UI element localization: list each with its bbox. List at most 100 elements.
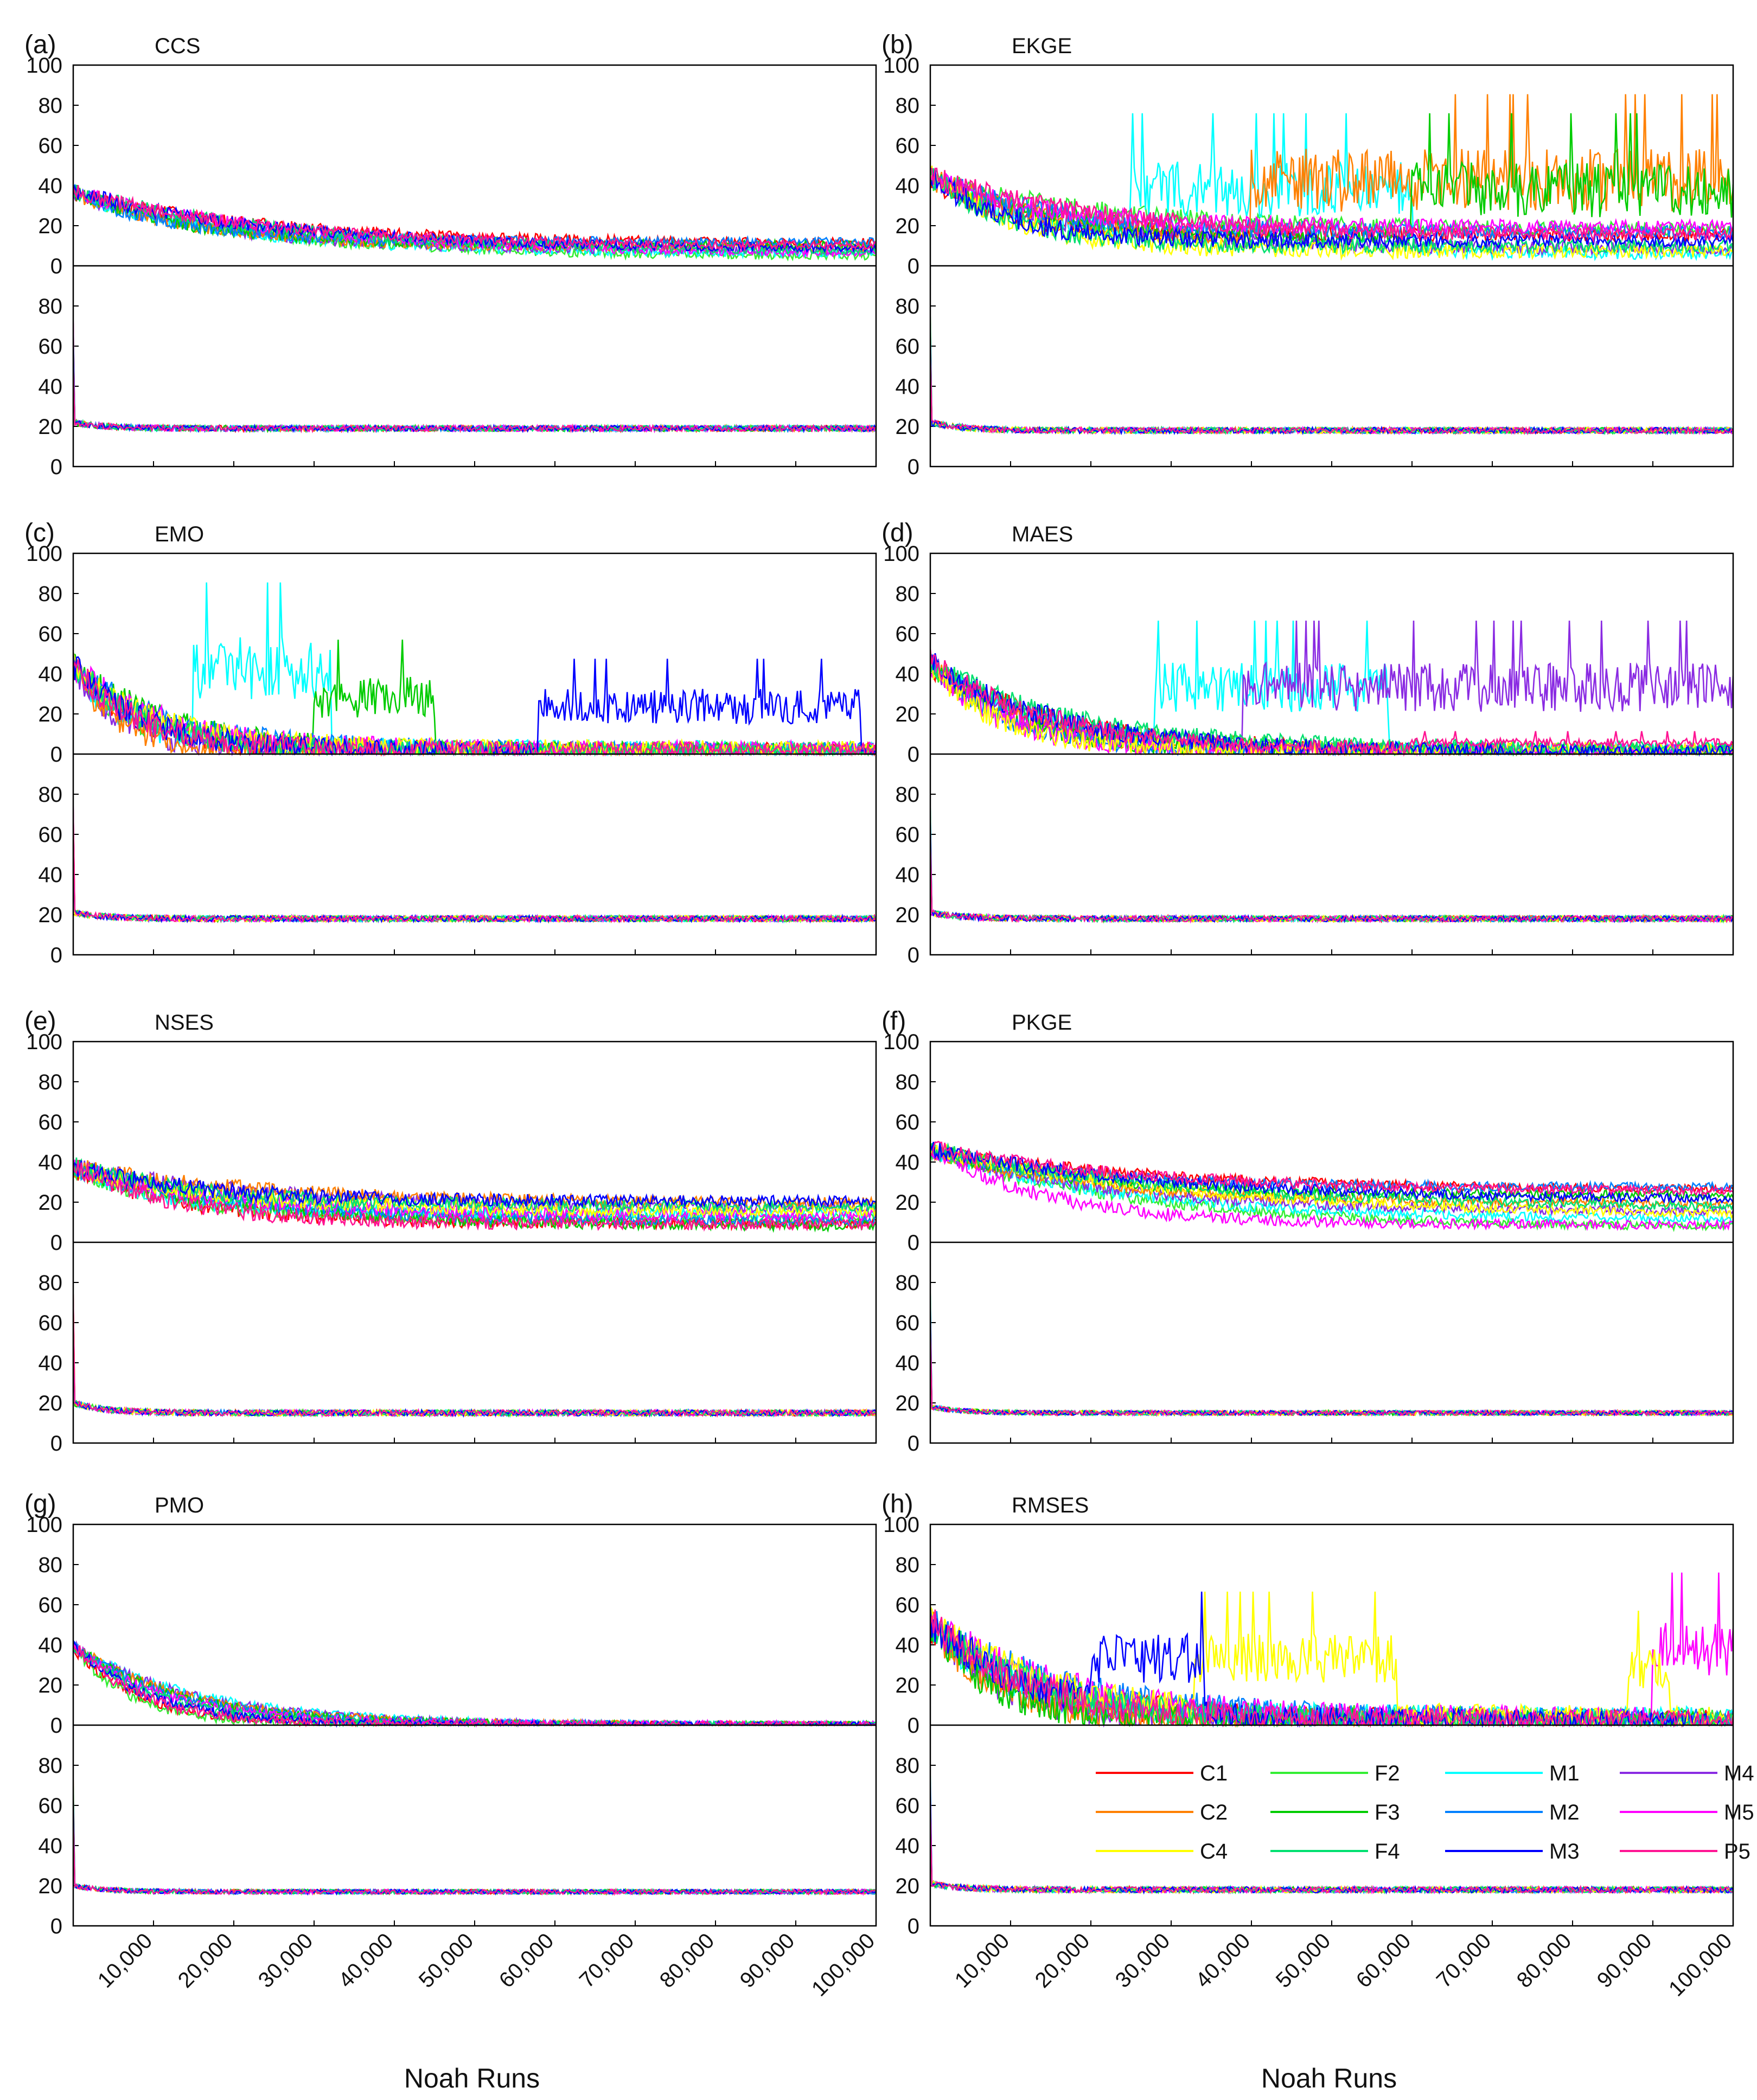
y-tick-label: 100 [883,542,919,566]
legend-label: M1 [1549,1761,1580,1785]
series-line-lower [73,1816,876,1895]
y-tick-label: 20 [896,1191,920,1215]
series-line-lower [73,822,876,924]
series-line-lower [930,353,1733,435]
series-line-lower [73,837,876,924]
series-line-lower [930,1802,1733,1895]
y-tick-label: 60 [39,1110,63,1134]
series-line-lower [73,834,876,924]
y-tick-label: 0 [50,943,62,967]
y-tick-label: 100 [26,1513,62,1537]
series-line-upper [73,1159,876,1232]
series-line-lower [73,806,876,924]
y-tick-label: 80 [896,94,920,118]
x-axis-label-left: Noah Runs [404,2063,540,2093]
x-tick-label: 30,000 [1111,1929,1175,1993]
panel-f: (f) PKGE 100 80 60 40 20 0 80 60 40 20 0 [881,1007,1734,1456]
series-line-lower [73,337,876,433]
series-line-lower [930,350,1733,436]
x-tick-label: 60,000 [1352,1929,1416,1993]
legend-label: M5 [1724,1801,1754,1824]
series-group [73,183,876,433]
legend-label: F3 [1375,1801,1400,1824]
y-tick-label: 0 [50,1231,62,1255]
series-line-lower [73,848,876,924]
x-tick-label: 70,000 [575,1929,639,1993]
y-tick-label: 0 [50,1432,62,1456]
legend-label: M3 [1549,1840,1580,1863]
series-line-lower [73,1308,876,1418]
series-line-lower [930,844,1733,924]
y-tick-label: 0 [908,1432,919,1456]
legend-item-F2: F2 [1270,1761,1400,1785]
series-line-lower [930,322,1733,436]
series-line-lower [930,838,1733,924]
y-tick-label: 40 [896,1834,920,1858]
panel-title: EKGE [1012,34,1072,58]
panels-layer: (a) CCS 100 80 60 40 20 0 80 60 40 20 0 (b) EKGE 100 80 6… [24,30,1736,2001]
series-line-lower [930,1324,1733,1418]
panel-title: MAES [1012,522,1073,546]
legend-item-M3: M3 [1445,1840,1580,1863]
y-tick-label: 0 [908,743,919,767]
x-tick-label: 50,000 [1272,1929,1336,1993]
legend-item-C1: C1 [1096,1761,1228,1785]
y-tick-label: 80 [39,1553,63,1577]
series-line-lower [73,349,876,433]
legend-label: C2 [1200,1801,1228,1824]
series-line-lower [73,351,876,433]
series-line-lower [73,1780,876,1895]
series-line-lower [73,1824,876,1896]
y-tick-label: 40 [896,1151,920,1175]
y-tick-label: 60 [39,823,63,847]
x-tick-label: 10,000 [950,1929,1014,1993]
series-line-lower [930,1817,1733,1895]
panel-letter: (a) [24,30,56,59]
y-tick-label: 20 [39,415,63,439]
panel-e: (e) NSES 100 80 60 40 20 0 80 60 40 20 0 [24,1007,877,1456]
series-line-lower [930,1301,1733,1417]
y-tick-label: 80 [39,1271,63,1295]
y-tick-label: 80 [896,582,920,606]
y-tick-label: 20 [39,1191,63,1215]
legend-label: C1 [1200,1761,1228,1785]
series-line-lower [73,1342,876,1418]
y-tick-label: 20 [896,903,920,927]
series-line-lower [930,846,1733,924]
panel-a: (a) CCS 100 80 60 40 20 0 80 60 40 20 0 [24,30,877,479]
y-tick-label: 0 [50,1914,62,1938]
series-line-lower [930,336,1733,436]
legend-label: P5 [1724,1840,1750,1863]
legend-label: C4 [1200,1840,1228,1863]
series-line-lower [930,832,1733,924]
series-line-upper [930,649,1733,757]
panel-letter: (g) [24,1490,56,1518]
x-tick-label: 20,000 [1031,1929,1095,1993]
legend-item-P5: P5 [1620,1840,1750,1863]
series-line-lower [930,1788,1733,1895]
y-tick-label: 60 [896,134,920,158]
y-tick-label: 20 [896,214,920,238]
y-tick-label: 40 [39,375,63,399]
series-line-upper [73,660,876,757]
y-tick-label: 80 [896,1271,920,1295]
series-line-lower [930,316,1733,436]
series-line-lower [73,1322,876,1418]
panel-title: PKGE [1012,1011,1072,1035]
legend-item-F3: F3 [1270,1801,1400,1824]
series-line-lower [930,1316,1733,1417]
series-line-lower [73,1306,876,1418]
y-tick-label: 100 [26,54,62,78]
y-tick-label: 20 [39,903,63,927]
panel-letter: (f) [881,1007,906,1036]
y-tick-label: 40 [39,174,63,198]
panel-g: (g) PMO 100 80 60 40 20 0 80 60 40 20 0 10,000 20,000 3… [24,1490,879,2001]
y-tick-label: 60 [39,1311,63,1335]
series-line-lower [930,1330,1733,1417]
series-group [930,94,1733,436]
series-line-lower [930,824,1733,924]
panel-title: EMO [155,522,204,546]
series-line-upper [930,1609,1733,1728]
series-line-lower [930,1776,1733,1895]
series-group [73,1157,876,1418]
